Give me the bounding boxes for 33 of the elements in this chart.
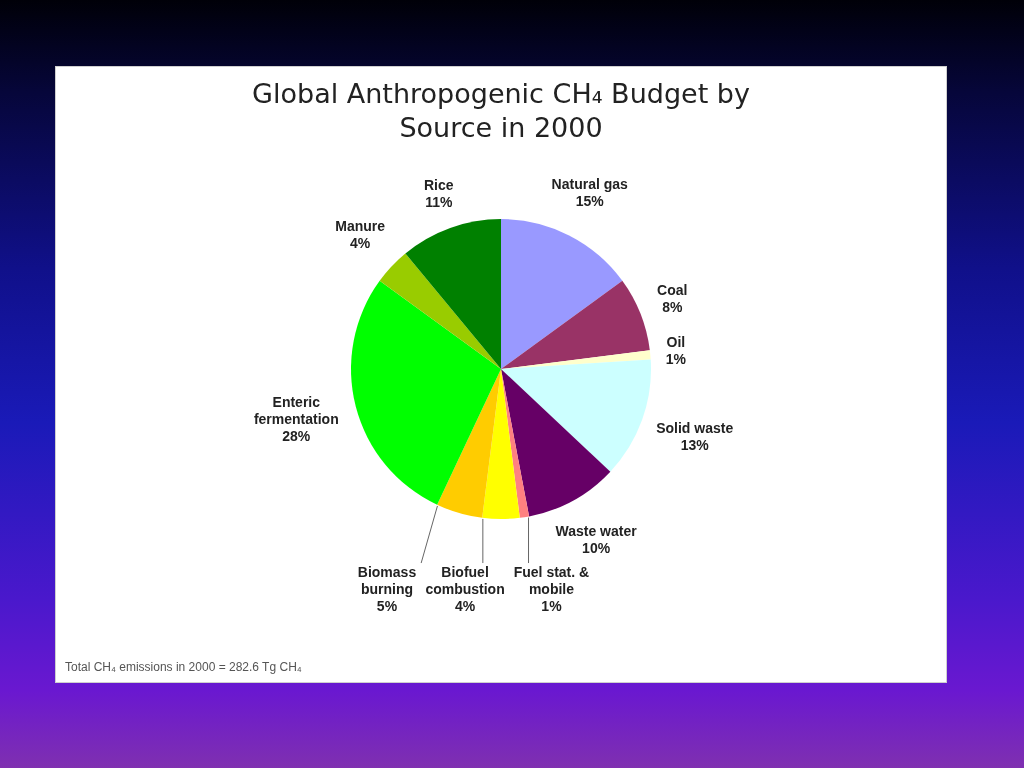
data-label: 13% — [680, 436, 710, 453]
slice-label: Fuel stat. & mobile — [513, 564, 590, 598]
data-label: 8% — [662, 299, 683, 316]
data-label: 10% — [582, 540, 611, 557]
slice-label: Manure — [335, 217, 386, 234]
slice-label: Coal — [657, 282, 688, 299]
slice-label: Enteric fermentation — [253, 394, 339, 428]
slice-label: Natural gas — [551, 175, 629, 192]
pie-slice — [501, 280, 650, 370]
pie-slice — [501, 369, 611, 517]
slice-label: Rice — [423, 177, 454, 194]
data-label: 5% — [376, 598, 398, 615]
data-label: 15% — [575, 192, 605, 209]
pie-slice — [379, 253, 501, 370]
pie-slice — [437, 369, 501, 518]
pie-slice — [405, 219, 501, 370]
pie-slice — [501, 219, 623, 370]
data-label: 1% — [665, 350, 687, 367]
pie-slice — [501, 359, 651, 472]
data-label: 28% — [282, 428, 311, 445]
data-label: 4% — [454, 598, 476, 615]
data-label: 4% — [350, 234, 371, 251]
text: Total CH₄ emissions in 2000 = 282.6 Tg CH₄ — [65, 660, 302, 674]
slice-label: Solid waste — [656, 419, 734, 436]
pie-slice — [501, 369, 530, 518]
slice-label: Oil — [666, 333, 686, 350]
slice-label: Biomass burning — [357, 564, 417, 598]
slice-label: Biofuel combustion — [425, 564, 505, 598]
pie-slice — [351, 280, 501, 505]
data-label: 11% — [425, 194, 453, 211]
data-label: 1% — [541, 598, 563, 615]
chart-title: Global Anthropogenic CH₄ Budget by Source in 2000 — [252, 78, 750, 143]
slice-label: Waste water — [555, 523, 638, 540]
